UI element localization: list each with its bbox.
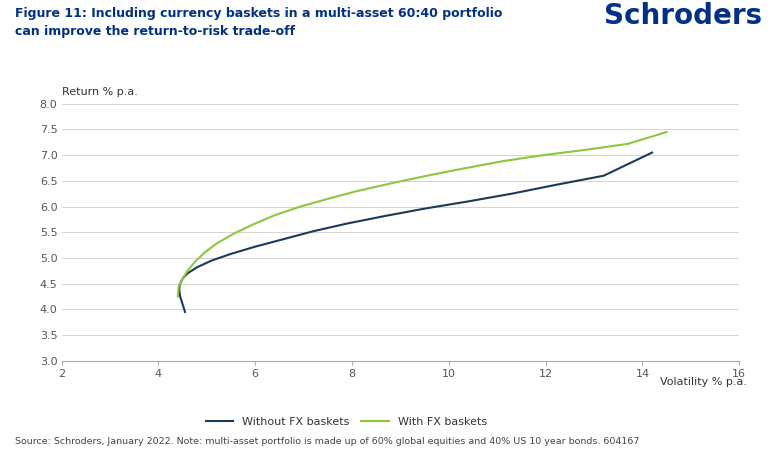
Text: Figure 11: Including currency baskets in a multi-asset 60:40 portfolio: Figure 11: Including currency baskets in… (15, 7, 503, 20)
Text: can improve the return-to-risk trade-off: can improve the return-to-risk trade-off (15, 25, 296, 38)
Text: Source: Schroders, January 2022. Note: multi-asset portfolio is made up of 60% g: Source: Schroders, January 2022. Note: m… (15, 437, 640, 446)
Text: Return % p.a.: Return % p.a. (62, 87, 138, 97)
Legend: Without FX baskets, With FX baskets: Without FX baskets, With FX baskets (201, 413, 491, 432)
Text: Volatility % p.a.: Volatility % p.a. (660, 377, 747, 387)
Text: Schroders: Schroders (604, 2, 762, 30)
